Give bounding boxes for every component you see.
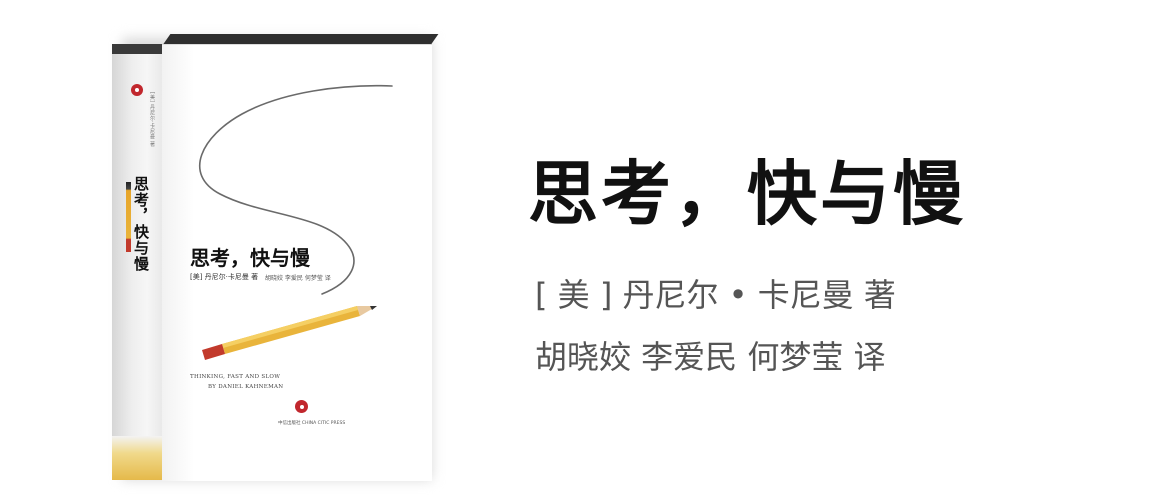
- cover-translators: 胡晓姣 李爱民 何梦莹 译: [265, 275, 331, 282]
- cover-title: 思考，快与慢: [190, 246, 310, 270]
- spine-author: [美] 丹尼尔·卡尼曼 著: [149, 92, 155, 148]
- cover-publisher-logo-icon: [295, 400, 308, 413]
- book-spine: [112, 44, 163, 480]
- pencil-line-illustration: [199, 84, 393, 360]
- book-author: [ 美 ] 丹尼尔 • 卡尼曼 著: [535, 276, 896, 314]
- book-title: 思考，快与慢: [528, 152, 966, 235]
- book-cover-image: [美] 丹尼尔·卡尼曼 著 思考，快与慢 思考，快与慢 [美] 丹尼尔·卡尼曼 …: [112, 28, 439, 481]
- book-translators: 胡晓姣 李爱民 何梦莹 译: [535, 338, 886, 376]
- spine-title: 思考，快与慢: [132, 176, 150, 272]
- cover-author: [美] 丹尼尔·卡尼曼 著: [190, 273, 259, 281]
- spine-pencil-icon: [126, 182, 131, 252]
- pencil-icon: [202, 306, 377, 360]
- spine-top-band: [112, 44, 162, 54]
- cover-english-author: BY DANIEL KAHNEMAN: [208, 384, 284, 390]
- cover-publisher: 中信出版社 CHINA CITIC PRESS: [278, 421, 346, 426]
- publisher-logo-icon: [131, 84, 143, 96]
- cover-english-title: THINKING, FAST AND SLOW: [190, 374, 281, 380]
- spine-bottom-band: [112, 436, 162, 480]
